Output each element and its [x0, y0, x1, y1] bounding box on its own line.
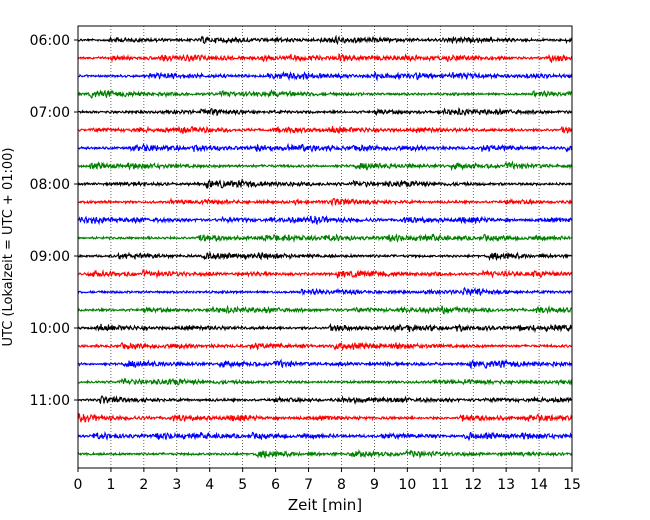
y-tick-label: 06:00 [30, 33, 70, 49]
x-tick-label: 1 [106, 477, 115, 493]
x-tick-label: 10 [398, 477, 416, 493]
trace-0745 [77, 160, 573, 172]
x-tick-label: 8 [337, 477, 346, 493]
x-tick-label: 4 [205, 477, 214, 493]
x-tick-label: 7 [304, 477, 313, 493]
y-tick-label: 11:00 [30, 393, 70, 409]
x-tick-label: 12 [464, 477, 482, 493]
trace-0600 [77, 34, 573, 46]
trace-0700 [77, 107, 573, 117]
y-tick-label: 10:00 [30, 321, 70, 337]
trace-0730 [77, 142, 573, 153]
y-axis-label: UTC (Lokalzeit = UTC + 01:00) [1, 148, 16, 347]
x-tick-label: 6 [271, 477, 280, 493]
trace-1130 [77, 430, 573, 442]
trace-0630 [77, 70, 573, 82]
trace-1015 [77, 341, 573, 351]
seismic-traces [77, 34, 573, 460]
y-tick-label: 09:00 [30, 249, 70, 265]
plot-frame [77, 25, 573, 469]
x-tick-label: 2 [139, 477, 148, 493]
trace-0915 [77, 268, 573, 279]
trace-0945 [77, 304, 573, 315]
x-tick-label: 0 [74, 477, 83, 493]
trace-1115 [77, 412, 573, 423]
x-tick-label: 14 [530, 477, 548, 493]
trace-0615 [77, 52, 573, 64]
x-axis-ticks: 0 1 2 3 4 5 6 7 8 9 10 11 12 13 14 15 [74, 468, 581, 493]
x-tick-label: 5 [238, 477, 247, 493]
trace-0645 [77, 89, 573, 99]
trace-0715 [77, 125, 573, 135]
y-axis-ticks: 06:00 07:00 08:00 09:00 10:00 11:00 [30, 33, 78, 409]
trace-0800 [77, 178, 573, 190]
trace-1145 [77, 448, 573, 460]
trace-0900 [77, 250, 573, 262]
trace-0830 [77, 215, 573, 226]
x-tick-label: 9 [370, 477, 379, 493]
trace-0845 [77, 233, 573, 243]
x-tick-label: 13 [497, 477, 515, 493]
x-tick-label: 15 [563, 477, 581, 493]
trace-0815 [77, 197, 573, 207]
trace-1100 [77, 395, 573, 406]
y-tick-label: 07:00 [30, 105, 70, 121]
trace-0930 [77, 286, 573, 297]
x-tick-label: 11 [431, 477, 449, 493]
trace-1045 [77, 377, 573, 386]
trace-1030 [77, 358, 573, 370]
y-tick-label: 08:00 [30, 177, 70, 193]
x-tick-label: 3 [172, 477, 181, 493]
x-axis-label: Zeit [min] [288, 496, 362, 514]
trace-1000 [77, 322, 573, 334]
